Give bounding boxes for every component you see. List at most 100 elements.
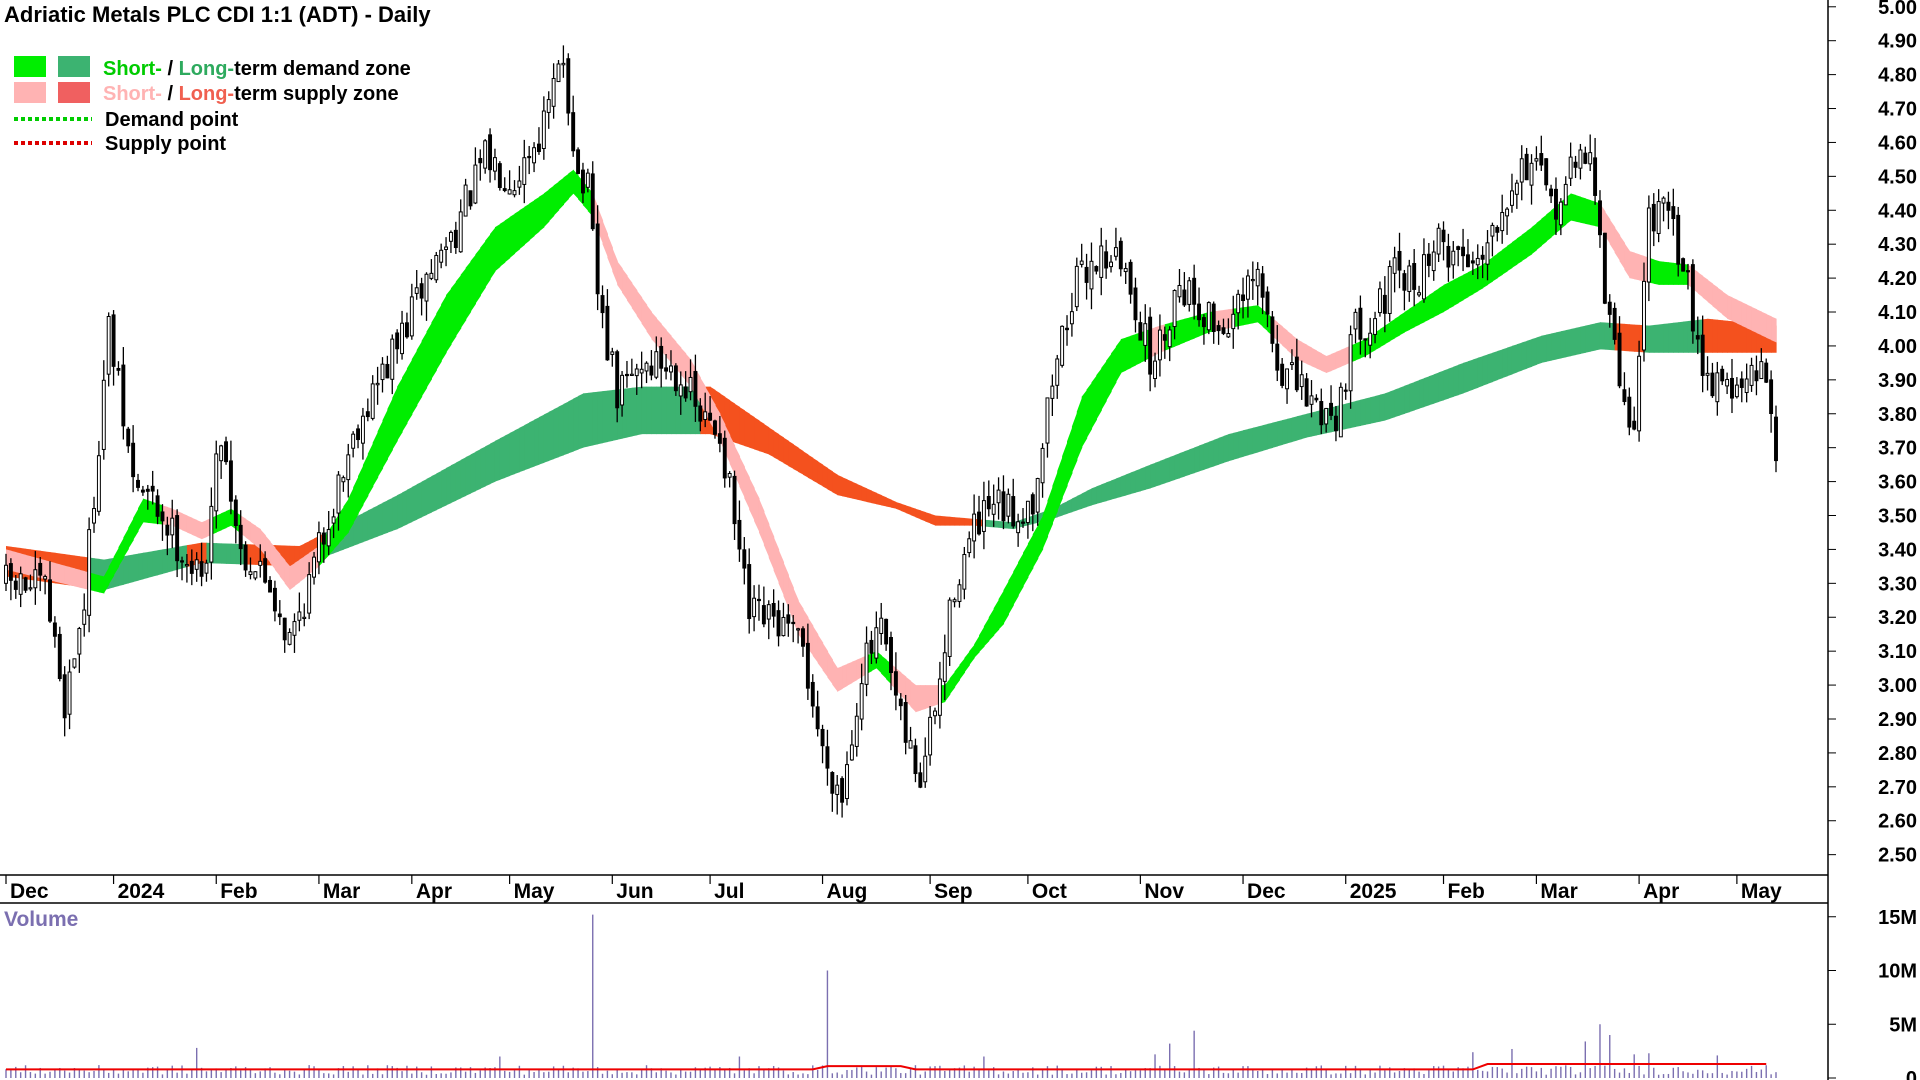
- short-term-zone-segment: [59, 564, 66, 585]
- long-term-zone-segment: [1546, 333, 1552, 362]
- short-term-zone-segment: [1111, 346, 1117, 392]
- candle-up: [248, 571, 253, 576]
- candle-down: [150, 485, 155, 492]
- long-term-zone-segment: [1414, 380, 1420, 411]
- candle-down: [830, 772, 835, 794]
- candle-up: [688, 376, 693, 393]
- candle-down: [536, 143, 541, 153]
- legend-demand-point: Demand point: [105, 109, 239, 131]
- candle-down: [1583, 152, 1588, 164]
- candle-layer: [4, 45, 1778, 818]
- short-term-zone-segment: [196, 520, 203, 540]
- candle-down: [1133, 287, 1138, 321]
- candle-up: [473, 164, 478, 204]
- long-term-zone-segment: [1467, 359, 1474, 392]
- candle-down: [1382, 294, 1387, 314]
- short-term-zone-segment: [460, 267, 467, 329]
- short-term-zone-segment: [338, 506, 344, 544]
- short-term-zone-segment: [1712, 283, 1718, 311]
- price-tick-label: 2.50: [1878, 845, 1917, 867]
- candle-down: [893, 671, 898, 696]
- candle-down: [1260, 273, 1265, 298]
- candle-down: [1402, 273, 1407, 291]
- long-term-zone-segment: [1448, 366, 1454, 399]
- long-term-zone-segment: [631, 387, 638, 437]
- short-term-zone-segment: [50, 561, 56, 582]
- long-term-zone-segment: [446, 465, 452, 506]
- candle-up: [101, 379, 106, 450]
- short-term-zone-segment: [142, 498, 149, 523]
- long-term-zone-segment: [1731, 321, 1738, 353]
- long-term-zone-segment: [162, 548, 168, 574]
- candle-up: [87, 529, 92, 616]
- long-term-zone-segment: [1678, 321, 1684, 353]
- candle-down: [566, 58, 571, 114]
- short-term-zone-segment: [1282, 326, 1288, 351]
- short-term-zone-segment: [1639, 254, 1645, 282]
- short-term-zone-segment: [1262, 309, 1269, 332]
- long-term-zone-segment: [1159, 458, 1166, 485]
- long-term-zone-segment: [490, 440, 496, 484]
- price-tick-label: 5.00: [1878, 0, 1917, 19]
- short-term-zone-segment: [851, 659, 858, 683]
- long-term-zone-segment: [1243, 429, 1249, 457]
- candle-down: [664, 367, 669, 372]
- short-term-zone-segment: [133, 508, 139, 541]
- short-term-zone-segment: [1531, 222, 1538, 255]
- candle-up: [360, 415, 365, 444]
- long-term-zone-segment: [1634, 324, 1640, 353]
- long-term-zone-segment: [993, 520, 1000, 528]
- candle-down: [1602, 232, 1607, 304]
- short-term-zone-segment: [1340, 347, 1347, 367]
- long-term-zone-segment: [538, 414, 545, 465]
- candle-up: [1206, 302, 1211, 331]
- candle-up: [1123, 268, 1128, 273]
- long-term-zone-segment: [881, 495, 887, 507]
- price-tick-label: 4.80: [1878, 65, 1917, 87]
- short-term-zone-segment: [1414, 301, 1420, 328]
- candle-up: [1353, 311, 1358, 330]
- long-term-zone-segment: [1570, 327, 1577, 357]
- long-term-zone-segment: [582, 392, 589, 448]
- candle-down: [527, 155, 532, 159]
- legend-supply-rest: term supply zone: [234, 83, 398, 105]
- short-term-zone-segment: [64, 565, 71, 586]
- candle-down: [1617, 332, 1622, 387]
- short-term-zone-segment: [1771, 316, 1777, 343]
- long-term-zone-segment: [1580, 325, 1586, 354]
- candle-up: [981, 500, 986, 532]
- short-term-zone-segment: [1189, 316, 1195, 341]
- candle-up: [194, 559, 199, 570]
- candle-down: [1084, 266, 1089, 283]
- long-term-zone-segment: [1218, 436, 1225, 465]
- long-term-zone-segment: [1223, 434, 1229, 463]
- candle-up: [1475, 257, 1480, 266]
- short-term-zone-segment: [1526, 227, 1533, 258]
- long-term-zone-segment: [1311, 411, 1317, 437]
- long-term-zone-segment: [548, 409, 555, 461]
- long-term-zone-segment: [499, 435, 506, 480]
- candle-up: [1734, 384, 1739, 398]
- candle-up: [556, 63, 561, 83]
- long-term-zone-segment: [1394, 387, 1401, 418]
- long-term-zone-segment: [431, 473, 437, 513]
- candle-down: [140, 489, 145, 493]
- short-term-zone-segment: [1316, 350, 1322, 371]
- long-term-zone-segment: [1585, 324, 1591, 353]
- candle-up: [874, 627, 879, 659]
- short-term-zone-segment: [1243, 306, 1249, 326]
- candle-up: [1069, 311, 1074, 325]
- candle-up: [1255, 268, 1260, 287]
- candle-down: [1201, 317, 1206, 328]
- short-term-zone-segment: [514, 210, 520, 254]
- short-term-zone-segment: [1746, 304, 1753, 331]
- candle-up: [766, 604, 771, 620]
- long-term-zone-segment: [1062, 501, 1068, 516]
- candle-down: [918, 772, 923, 788]
- candle-down: [136, 479, 140, 488]
- long-term-zone-segment: [543, 411, 550, 463]
- price-tick-label: 3.40: [1878, 539, 1917, 561]
- candle-down: [580, 169, 585, 194]
- long-term-zone-segment: [465, 454, 472, 496]
- candle-up: [170, 517, 175, 536]
